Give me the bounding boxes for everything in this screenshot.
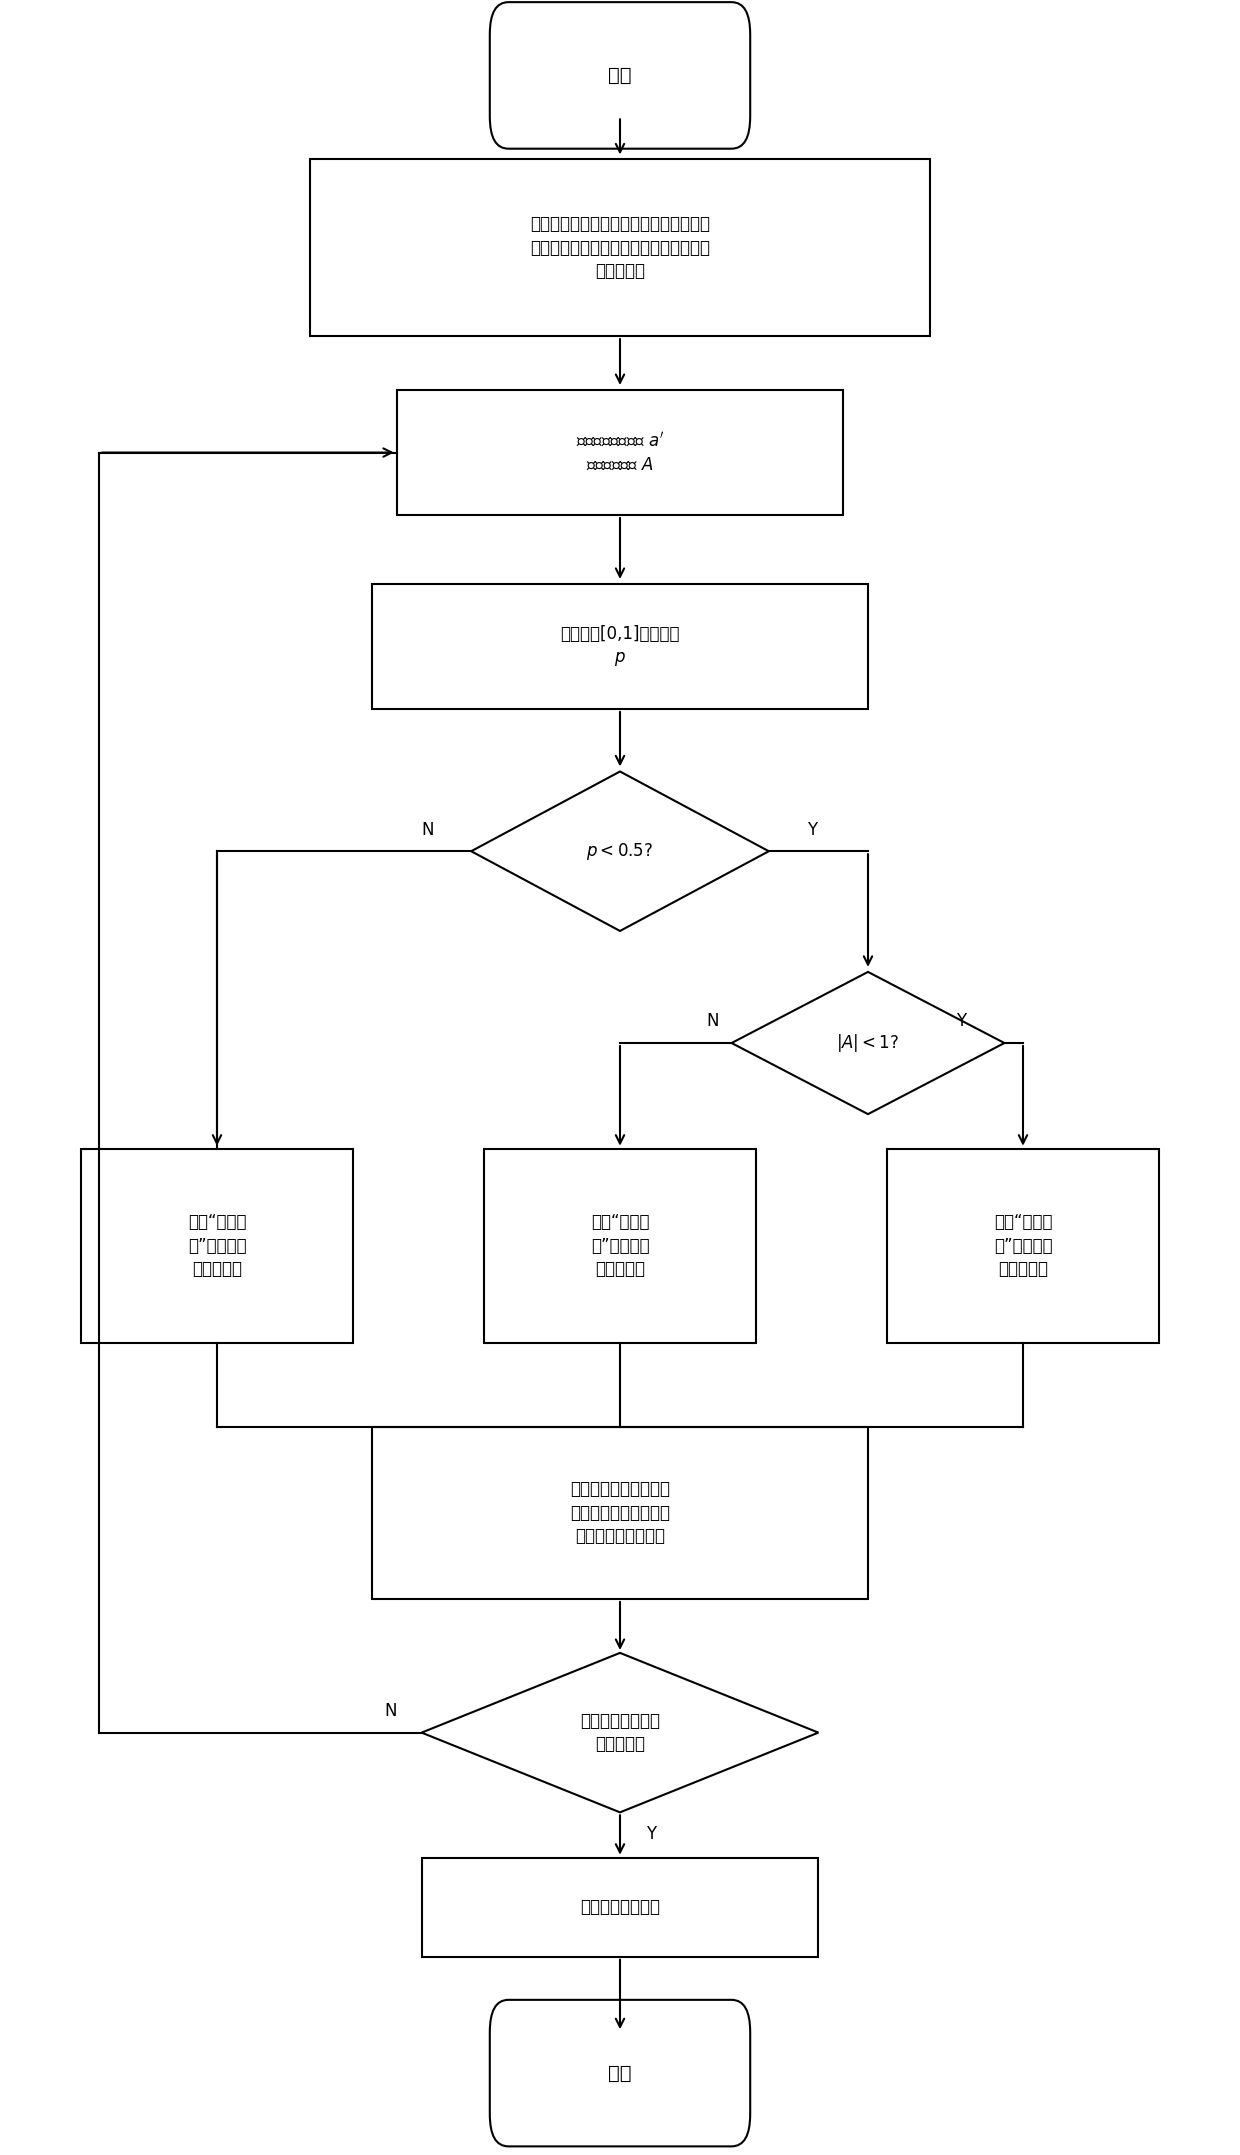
Text: 根据“包围锁
定”行为，更
新个体位置: 根据“包围锁 定”行为，更 新个体位置 [993, 1213, 1053, 1278]
Bar [484, 1149, 756, 1343]
Polygon shape [471, 771, 769, 931]
Bar [81, 1149, 353, 1343]
Text: 鲸鱼算法初始化，生成初始鲸鱼种群。计
算适应度值，记录初始个体最优及初始全
局最优位置: 鲸鱼算法初始化，生成初始鲸鱼种群。计 算适应度值，记录初始个体最优及初始全 局最… [529, 216, 711, 280]
Text: 根据“气幕攻
击”行为，更
新个体位置: 根据“气幕攻 击”行为，更 新个体位置 [187, 1213, 247, 1278]
Text: 是否达到算法最大
迭代次数？: 是否达到算法最大 迭代次数？ [580, 1711, 660, 1754]
Text: 计算新的收敛因子 $a'$
更新系数向量 $\mathit{A}$: 计算新的收敛因子 $a'$ 更新系数向量 $\mathit{A}$ [575, 431, 665, 474]
Bar [422, 1858, 818, 1957]
Bar [887, 1149, 1159, 1343]
Text: 开始: 开始 [609, 67, 631, 84]
Text: Y: Y [956, 1013, 966, 1030]
Polygon shape [732, 972, 1004, 1114]
Bar [397, 390, 843, 515]
Text: 结束: 结束 [609, 2064, 631, 2082]
Polygon shape [422, 1653, 818, 1812]
Text: $|\mathit{A}|<1$?: $|\mathit{A}|<1$? [836, 1032, 900, 1054]
FancyBboxPatch shape [490, 2000, 750, 2146]
Text: N: N [422, 821, 434, 838]
Bar [372, 1427, 868, 1599]
Text: 输出全局最优位置: 输出全局最优位置 [580, 1899, 660, 1916]
Bar [372, 584, 868, 709]
Text: 产生一个[0,1]的随机数
$p$: 产生一个[0,1]的随机数 $p$ [560, 625, 680, 668]
Text: N: N [707, 1013, 719, 1030]
Text: N: N [384, 1702, 397, 1720]
Text: Y: Y [807, 821, 817, 838]
Bar [310, 159, 930, 336]
Text: 根据“随即搜
索”行为，更
新个体位置: 根据“随即搜 索”行为，更 新个体位置 [590, 1213, 650, 1278]
Text: Y: Y [646, 1825, 656, 1843]
Text: $p < 0.5$?: $p < 0.5$? [587, 840, 653, 862]
FancyBboxPatch shape [490, 2, 750, 149]
Text: 计算新个体位置的适应
度值，并更新个体最优
位置和全局最优位置: 计算新个体位置的适应 度值，并更新个体最优 位置和全局最优位置 [570, 1480, 670, 1545]
